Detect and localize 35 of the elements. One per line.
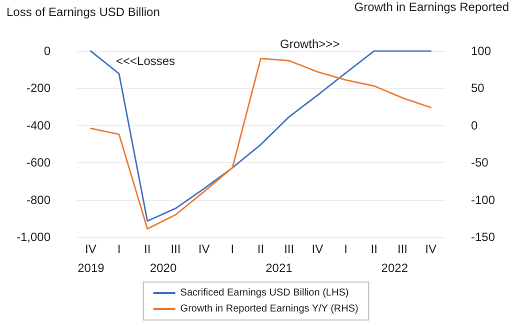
y2-tick-label: -150: [471, 230, 496, 244]
text: 2020: [150, 261, 177, 275]
x-tick-label: IV: [198, 242, 210, 256]
x-tick-label: IV: [425, 242, 436, 256]
x-tick-label: II: [370, 242, 378, 256]
x-tick-label: IV: [85, 242, 96, 256]
y-tick-label: -600: [26, 156, 51, 170]
y2-tick-label: -100: [471, 192, 496, 207]
x-tick-label: III: [397, 242, 408, 256]
legend-label: Growth in Reported Earnings Y/Y (RHS): [180, 304, 358, 314]
text: 2021: [266, 261, 293, 275]
y-tick-label: -200: [26, 81, 51, 96]
x-tick-label: III: [284, 242, 294, 256]
y-axis-title: Loss of Earnings USD Billion: [6, 5, 160, 19]
y2-tick-label: 0: [471, 118, 478, 132]
x-tick-label: III: [170, 242, 181, 256]
text: 2022: [381, 261, 408, 275]
text: 2019: [78, 261, 105, 275]
y-tick-label: 0: [44, 44, 51, 58]
x-tick-label: I: [230, 242, 234, 256]
x-tick-label: I: [117, 242, 121, 256]
x-tick-label: II: [257, 242, 264, 256]
y-tick-label: -400: [26, 118, 51, 132]
y-tick-label: -800: [26, 192, 51, 207]
x-tick-label: IV: [312, 242, 324, 256]
y2-tick-label: 50: [471, 81, 485, 96]
y2-axis-title: Growth in Earnings Reported: [354, 0, 509, 14]
y-tick-label: -1,000: [16, 230, 51, 244]
y2-tick-label: -50: [471, 156, 489, 170]
x-tick-label: I: [344, 242, 348, 256]
legend-label: Sacrificed Earnings USD Billion (LHS): [180, 288, 349, 298]
annotation: <<<Losses: [116, 54, 176, 68]
x-tick-label: II: [144, 242, 151, 256]
text: Growth>>>: [280, 37, 340, 51]
y2-tick-label: 100: [471, 44, 492, 58]
